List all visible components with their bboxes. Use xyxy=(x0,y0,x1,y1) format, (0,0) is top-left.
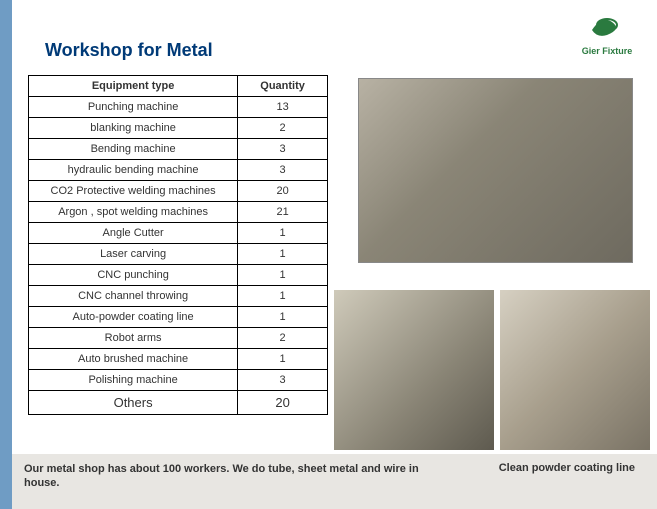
workshop-photo-3 xyxy=(500,290,650,450)
equipment-name: Robot arms xyxy=(29,328,238,349)
equipment-name: Argon , spot welding machines xyxy=(29,202,238,223)
table-row: Robot arms2 xyxy=(29,328,328,349)
workshop-photo-main xyxy=(358,78,633,263)
brand-logo: Gier Fixture xyxy=(572,10,642,65)
equipment-name: Others xyxy=(29,391,238,415)
equipment-qty: 2 xyxy=(238,118,328,139)
equipment-name: Auto brushed machine xyxy=(29,349,238,370)
page-title: Workshop for Metal xyxy=(45,40,213,61)
photo-caption: Clean powder coating line xyxy=(499,462,635,474)
equipment-name: Polishing machine xyxy=(29,370,238,391)
brand-name: Gier Fixture xyxy=(572,46,642,56)
equipment-name: CO2 Protective welding machines xyxy=(29,181,238,202)
equipment-qty: 20 xyxy=(238,391,328,415)
header-equipment: Equipment type xyxy=(29,76,238,97)
equipment-name: Laser carving xyxy=(29,244,238,265)
equipment-qty: 3 xyxy=(238,370,328,391)
table-row-others: Others20 xyxy=(29,391,328,415)
table-header-row: Equipment type Quantity xyxy=(29,76,328,97)
table-row: CO2 Protective welding machines20 xyxy=(29,181,328,202)
header-quantity: Quantity xyxy=(238,76,328,97)
equipment-qty: 2 xyxy=(238,328,328,349)
equipment-qty: 1 xyxy=(238,286,328,307)
workshop-photo-2 xyxy=(334,290,494,450)
equipment-qty: 1 xyxy=(238,223,328,244)
footnote-text: Our metal shop has about 100 workers. We… xyxy=(24,462,424,491)
table-row: blanking machine2 xyxy=(29,118,328,139)
equipment-name: blanking machine xyxy=(29,118,238,139)
equipment-name: CNC punching xyxy=(29,265,238,286)
table-row: Argon , spot welding machines21 xyxy=(29,202,328,223)
equipment-qty: 3 xyxy=(238,160,328,181)
equipment-qty: 1 xyxy=(238,349,328,370)
equipment-name: Angle Cutter xyxy=(29,223,238,244)
equipment-qty: 3 xyxy=(238,139,328,160)
table-row: CNC punching1 xyxy=(29,265,328,286)
table-row: Auto-powder coating line1 xyxy=(29,307,328,328)
equipment-qty: 1 xyxy=(238,307,328,328)
equipment-qty: 20 xyxy=(238,181,328,202)
left-accent-bar xyxy=(0,0,12,509)
table-row: CNC channel throwing1 xyxy=(29,286,328,307)
equipment-qty: 1 xyxy=(238,244,328,265)
table-row: Auto brushed machine1 xyxy=(29,349,328,370)
logo-swirl-icon xyxy=(572,10,642,46)
table-row: Bending machine3 xyxy=(29,139,328,160)
equipment-name: Bending machine xyxy=(29,139,238,160)
equipment-table: Equipment type Quantity Punching machine… xyxy=(28,75,328,415)
table-row: Polishing machine3 xyxy=(29,370,328,391)
table-row: Punching machine13 xyxy=(29,97,328,118)
equipment-name: hydraulic bending machine xyxy=(29,160,238,181)
table-row: hydraulic bending machine3 xyxy=(29,160,328,181)
equipment-qty: 21 xyxy=(238,202,328,223)
footer-bar: Our metal shop has about 100 workers. We… xyxy=(12,454,657,509)
table-row: Laser carving1 xyxy=(29,244,328,265)
equipment-name: Auto-powder coating line xyxy=(29,307,238,328)
equipment-qty: 1 xyxy=(238,265,328,286)
equipment-qty: 13 xyxy=(238,97,328,118)
table-row: Angle Cutter1 xyxy=(29,223,328,244)
equipment-name: Punching machine xyxy=(29,97,238,118)
equipment-name: CNC channel throwing xyxy=(29,286,238,307)
